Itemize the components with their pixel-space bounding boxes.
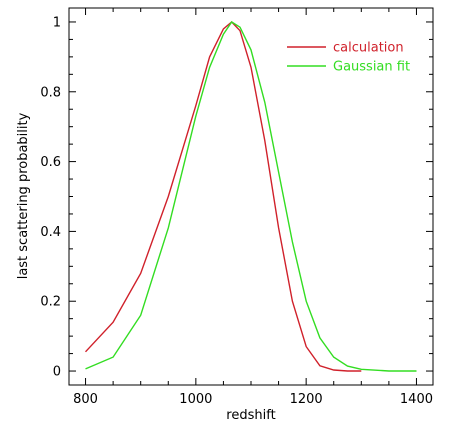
y-tick-label: 0.8 xyxy=(40,85,61,100)
legend-label-calculation: calculation xyxy=(333,41,404,56)
x-tick-label: 1200 xyxy=(290,392,323,407)
legend: calculation Gaussian fit xyxy=(287,41,410,75)
y-tick-label: 0.4 xyxy=(40,225,61,240)
series-line-gaussian-fit xyxy=(85,21,417,372)
series-lines xyxy=(84,21,417,372)
x-tick-label: 1400 xyxy=(400,392,433,407)
tick-labels: 800 1000 1200 1400 0 0.2 0.4 0.6 0.8 1 xyxy=(40,15,433,407)
y-tick-label: 0 xyxy=(53,365,61,380)
x-axis-label: redshift xyxy=(226,408,275,423)
y-tick-label: 0.6 xyxy=(40,155,61,170)
legend-label-gaussian-fit: Gaussian fit xyxy=(333,60,410,75)
y-tick-label: 0.2 xyxy=(40,295,61,310)
y-tick-label: 1 xyxy=(53,15,61,30)
x-tick-label: 800 xyxy=(73,392,98,407)
y-axis-label: last scattering probability xyxy=(16,112,31,279)
x-tick-label: 1000 xyxy=(179,392,212,407)
series-line-calculation xyxy=(84,21,362,372)
tick-marks xyxy=(69,8,433,385)
